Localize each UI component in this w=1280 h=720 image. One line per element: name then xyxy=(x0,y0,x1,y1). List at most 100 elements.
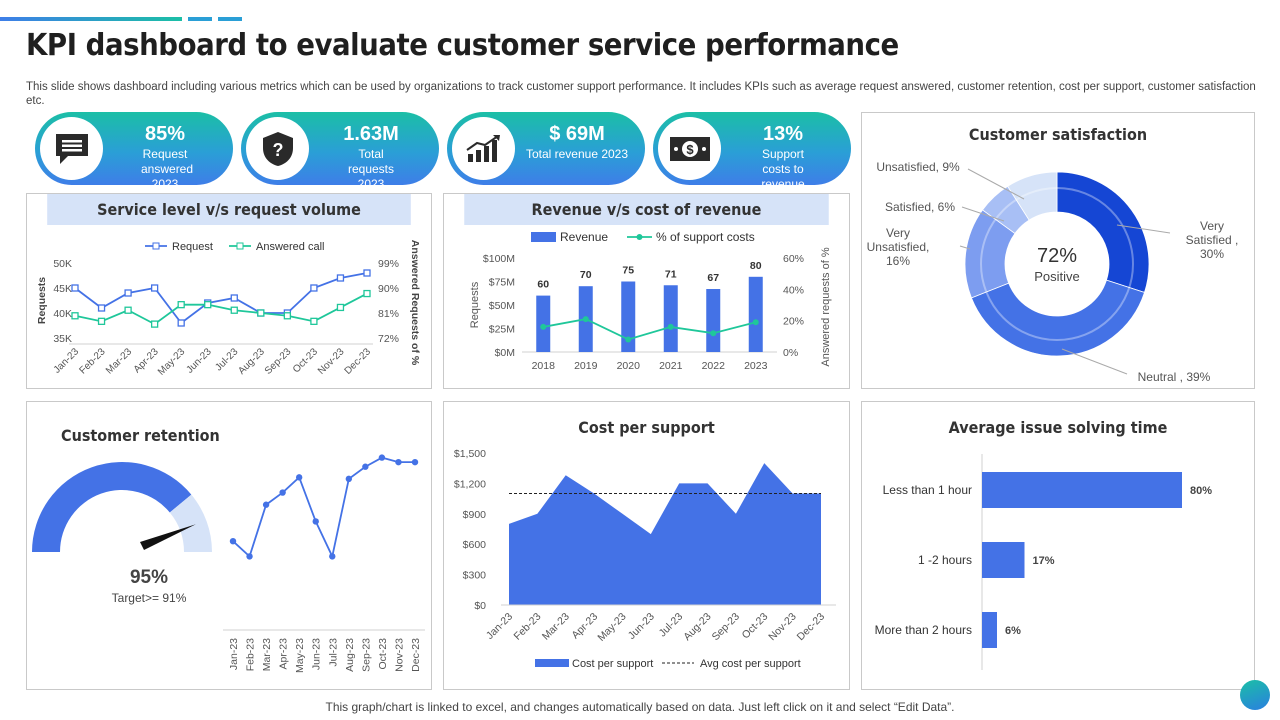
bar-value-label: 70 xyxy=(580,269,592,281)
data-point xyxy=(395,458,402,466)
series-line-request xyxy=(74,272,368,325)
slice-label: Satisfied , xyxy=(1186,233,1239,247)
bar-value-label: 71 xyxy=(665,268,677,280)
issue-bar xyxy=(982,612,997,648)
data-point xyxy=(150,284,159,292)
y-tick-label: 1 -2 hours xyxy=(918,553,972,567)
slice-label: 16% xyxy=(886,254,910,268)
panel-revenue: Revenue v/s cost of revenue $0M $25M $50M $… xyxy=(443,193,850,389)
y2-tick-label: 99% xyxy=(378,258,399,270)
x-tick-label: Oct-23 xyxy=(291,346,320,375)
bar-value-label: 75 xyxy=(622,265,634,277)
data-point xyxy=(177,301,185,309)
x-tick-label: Jun-23 xyxy=(626,611,657,642)
page-title: KPI dashboard to evaluate customer servi… xyxy=(26,28,899,63)
kpi-card-total-revenue: $ 69M Total revenue 2023 xyxy=(447,112,645,185)
slice-label: Satisfied, 6% xyxy=(885,200,955,214)
bar-value-label: 67 xyxy=(707,272,719,284)
y2-tick-label: 60% xyxy=(783,253,804,265)
chart-retention: 95% Target>= 91% Jan-23 Feb-23 Mar-23 Apr-23 M… xyxy=(32,454,425,673)
kpi-icon-circle xyxy=(40,117,103,180)
panel-retention: Customer retention 95% Target>= 91% Jan-23… xyxy=(26,401,432,690)
chat-icon xyxy=(55,133,88,164)
slice-label: Unsatisfied, xyxy=(867,240,930,254)
data-point xyxy=(363,269,371,277)
kpi-value: 1.63M xyxy=(343,123,399,145)
x-tick-label: Jan-23 xyxy=(484,611,515,642)
y-tick-label: Less than 1 hour xyxy=(883,483,972,497)
legend-label: Answered call xyxy=(256,241,324,253)
x-tick-label: Sep-23 xyxy=(710,611,743,644)
y-tick-label: 40K xyxy=(53,308,72,320)
y-tick-label: $100M xyxy=(483,253,515,265)
legend-marker xyxy=(236,242,244,250)
y-tick-label: $900 xyxy=(463,509,487,521)
legend-label: Request xyxy=(172,241,213,253)
panel-satisfaction: Customer satisfaction 72% Positive Very Sat… xyxy=(861,112,1255,389)
y-tick-label: $50M xyxy=(489,300,515,312)
y-tick-label: 45K xyxy=(53,283,72,295)
kpi-value: 85% xyxy=(144,123,186,145)
svg-text:$: $ xyxy=(686,142,694,157)
satisfaction-slice xyxy=(970,279,1146,357)
x-tick-label: May-23 xyxy=(294,638,306,673)
data-point xyxy=(336,274,345,282)
x-tick-label: 2020 xyxy=(617,360,641,372)
data-point xyxy=(150,320,159,328)
kpi-label: Total requests 2023 xyxy=(347,147,395,191)
slice-label: Neutral , 39% xyxy=(1138,370,1211,384)
data-point xyxy=(262,501,270,508)
x-tick-label: Sep-23 xyxy=(263,346,294,377)
help-icon[interactable] xyxy=(1240,680,1270,710)
x-tick-label: 2023 xyxy=(744,360,768,372)
x-tick-label: 2019 xyxy=(574,360,598,372)
x-tick-label: Mar-23 xyxy=(104,346,134,376)
legend-swatch xyxy=(531,232,556,242)
page-subtitle: This slide shows dashboard including var… xyxy=(26,81,1256,107)
footer-note: This graph/chart is linked to excel, and… xyxy=(325,700,955,714)
center-label: Positive xyxy=(1034,269,1080,284)
legend-label: Avg cost per support xyxy=(700,658,801,670)
data-point xyxy=(71,284,79,292)
gauge-needle xyxy=(140,524,196,550)
revenue-bar xyxy=(621,281,636,352)
data-point xyxy=(246,553,253,560)
data-point xyxy=(710,330,717,337)
x-tick-label: Dec-23 xyxy=(343,346,374,377)
y-axis-label: Requests xyxy=(36,277,48,324)
y-tick-label: $300 xyxy=(463,570,487,582)
slice-label: Very xyxy=(886,226,910,240)
accent-bar-1 xyxy=(0,17,182,21)
data-point xyxy=(295,474,303,481)
bar-value-label: 80 xyxy=(750,260,762,272)
y-tick-label: $600 xyxy=(463,539,487,551)
data-point xyxy=(362,463,369,470)
x-tick-label: 2021 xyxy=(659,360,683,372)
x-tick-label: 2018 xyxy=(532,360,556,372)
revenue-bar xyxy=(663,285,678,352)
gauge-value: 95% xyxy=(130,567,168,588)
data-point xyxy=(204,301,212,309)
issue-bar xyxy=(982,472,1182,508)
y-tick-label: 35K xyxy=(53,333,72,345)
y-tick-label: $0 xyxy=(474,600,486,612)
x-tick-label: Sep-23 xyxy=(360,638,372,672)
kpi-card-support-costs: $ 13% Support costs to revenue xyxy=(653,112,851,191)
slice-label: 30% xyxy=(1200,247,1224,261)
kpi-icon-circle: $ xyxy=(658,117,721,180)
leader-line xyxy=(961,206,1005,222)
data-point xyxy=(97,317,106,325)
data-point xyxy=(230,306,238,314)
data-point xyxy=(279,489,286,496)
y2-tick-label: 81% xyxy=(378,308,399,320)
data-point xyxy=(540,323,547,330)
satisfaction-slice xyxy=(1007,171,1058,221)
bar-value-label: 60 xyxy=(537,279,549,291)
satisfaction-slice xyxy=(1056,171,1150,293)
issue-bar xyxy=(982,542,1025,578)
data-point xyxy=(310,284,318,292)
leader-line xyxy=(1116,224,1171,234)
support-cost-line xyxy=(543,318,756,341)
y-tick-label: $1,500 xyxy=(454,448,486,460)
